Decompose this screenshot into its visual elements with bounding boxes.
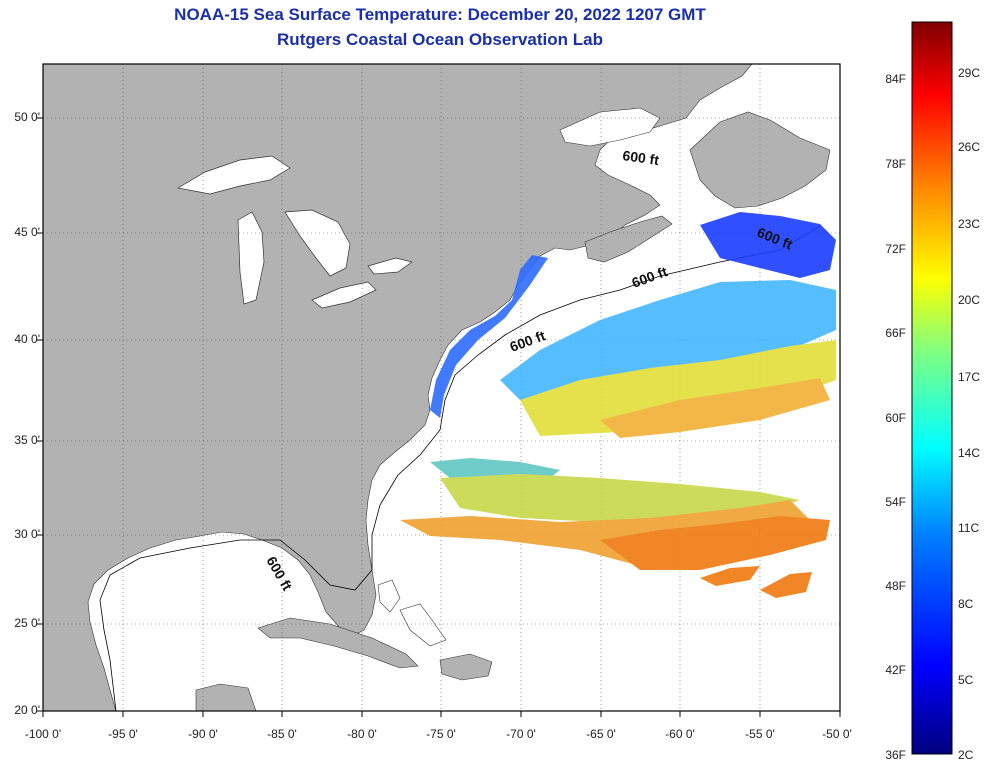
colorbar-f-label: 66F <box>885 326 906 340</box>
colorbar-f-label: 60F <box>885 411 906 425</box>
colorbar-c-label: 8C <box>958 597 974 611</box>
colorbar-c-label: 20C <box>958 293 981 307</box>
lon-label: -85 0' <box>267 727 297 741</box>
land-hispaniola <box>439 653 493 681</box>
colorbar-f-label: 78F <box>885 157 906 171</box>
land-cuba <box>257 617 419 669</box>
land-nova-scotia <box>584 215 673 263</box>
lat-label: 30 0' <box>14 527 40 541</box>
lat-label: 25 0' <box>14 616 40 630</box>
lon-label: -80 0' <box>347 727 377 741</box>
map-subtitle: Rutgers Coastal Ocean Observation Lab <box>277 30 603 49</box>
colorbar-c-label: 14C <box>958 446 981 460</box>
lon-label: -95 0' <box>108 727 138 741</box>
land-north-america <box>43 64 753 711</box>
contour-label-gulf-st-lawrence: 600 ft <box>622 147 661 168</box>
colorbar-f-label: 48F <box>885 579 906 593</box>
gulf-st-lawrence <box>559 107 661 147</box>
lat-label: 40 0' <box>14 332 40 346</box>
lon-label: -55 0' <box>745 727 775 741</box>
lat-label: 20 0' <box>14 703 40 717</box>
bahamas <box>377 579 447 647</box>
colorbar-c-label: 17C <box>958 370 981 384</box>
colorbar-c-label: 26C <box>958 140 981 154</box>
lon-label: -100 0' <box>24 727 62 741</box>
map-title: NOAA-15 Sea Surface Temperature: Decembe… <box>174 5 706 24</box>
lon-label: -60 0' <box>665 727 695 741</box>
lat-label: 45 0' <box>14 225 40 239</box>
colorbar-f-label: 36F <box>885 748 906 762</box>
lon-label: -90 0' <box>188 727 218 741</box>
lat-label: 35 0' <box>14 433 40 447</box>
colorbar-c-label: 2C <box>958 748 974 762</box>
lon-label: -70 0' <box>506 727 536 741</box>
lon-label: -75 0' <box>426 727 456 741</box>
depth-contour-600ft <box>99 225 821 711</box>
lon-label: -65 0' <box>586 727 616 741</box>
lon-label: -50 0' <box>822 727 852 741</box>
great-lakes <box>177 155 413 309</box>
axis-ticks <box>37 117 841 717</box>
colorbar-f-label: 84F <box>885 72 906 86</box>
colorbar-f-label: 54F <box>885 495 906 509</box>
colorbar-c-label: 5C <box>958 673 974 687</box>
colorbar <box>911 21 953 755</box>
colorbar-c-label: 23C <box>958 217 981 231</box>
colorbar-f-label: 72F <box>885 242 906 256</box>
colorbar-f-label: 42F <box>885 663 906 677</box>
colorbar-c-label: 29C <box>958 66 981 80</box>
sst-data <box>400 212 836 598</box>
colorbar-c-label: 11C <box>958 521 980 535</box>
lat-label: 50 0' <box>14 110 40 124</box>
land-yucatan <box>195 683 257 711</box>
